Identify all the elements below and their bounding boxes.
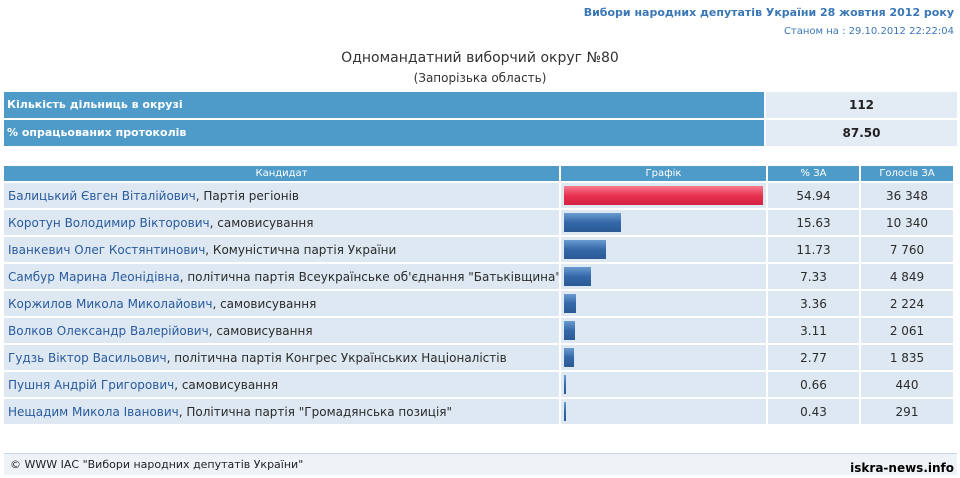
- candidate-name[interactable]: Самбур Марина Леонідівна: [8, 269, 180, 284]
- vote-share-bar: [564, 240, 606, 259]
- watermark: iskra-news.info: [850, 461, 954, 475]
- votes-cell: 1 835: [861, 345, 953, 370]
- candidate-party: , Політична партія "Громадянська позиція…: [178, 404, 453, 419]
- percent-cell: 2.77: [768, 345, 859, 370]
- votes-cell: 10 340: [861, 210, 953, 235]
- votes-cell: 440: [861, 372, 953, 397]
- stat-value: 87.50: [766, 120, 957, 146]
- candidate-name[interactable]: Іванкевич Олег Костянтинович: [8, 242, 206, 257]
- vote-share-bar: [564, 321, 575, 340]
- chart-cell: [561, 291, 766, 316]
- chart-cell: [561, 210, 766, 235]
- column-header-candidate: Кандидат: [4, 166, 559, 181]
- candidate-party: , політична партія Конгрес Українських Н…: [166, 350, 507, 365]
- candidate-cell: Нещадим Микола Іванович, Політична парті…: [4, 399, 559, 424]
- election-header-title: Вибори народних депутатів України 28 жов…: [583, 6, 954, 19]
- candidate-party: , Партія регіонів: [195, 188, 299, 203]
- footer: © WWW ІАС "Вибори народних депутатів Укр…: [4, 453, 957, 475]
- stat-row-protocols: % опрацьованих протоколів 87.50: [4, 120, 957, 146]
- candidate-party: , самовисування: [208, 323, 313, 338]
- table-row: Гудзь Віктор Васильович, політична парті…: [4, 345, 953, 370]
- candidate-party: , Комуністична партія України: [205, 242, 397, 257]
- votes-cell: 36 348: [861, 183, 953, 208]
- candidate-cell: Коржилов Микола Миколайович, самовисуван…: [4, 291, 559, 316]
- candidate-cell: Пушня Андрій Григорович, самовисування: [4, 372, 559, 397]
- candidate-party: , самовисування: [209, 215, 314, 230]
- candidate-party: , політична партія Всеукраїнське об'єдна…: [179, 269, 559, 284]
- column-header-percent: % ЗА: [768, 166, 859, 181]
- candidate-cell: Коротун Володимир Вікторович, самовисува…: [4, 210, 559, 235]
- percent-cell: 3.11: [768, 318, 859, 343]
- candidate-name[interactable]: Балицький Євген Віталійович: [8, 188, 196, 203]
- vote-share-bar: [564, 348, 574, 367]
- candidate-party: , самовисування: [174, 377, 279, 392]
- candidate-cell: Гудзь Віктор Васильович, політична парті…: [4, 345, 559, 370]
- stat-value: 112: [766, 92, 957, 118]
- status-date: Станом на : 29.10.2012 22:22:04: [783, 26, 954, 37]
- chart-cell: [561, 183, 766, 208]
- candidate-cell: Балицький Євген Віталійович, Партія регі…: [4, 183, 559, 208]
- table-row: Коржилов Микола Миколайович, самовисуван…: [4, 291, 953, 316]
- votes-cell: 291: [861, 399, 953, 424]
- stat-row-stations: Кількість дільниць в окрузі 112: [4, 92, 957, 118]
- results-header-row: Кандидат Графік % ЗА Голосів ЗА: [4, 166, 953, 181]
- chart-cell: [561, 345, 766, 370]
- percent-cell: 7.33: [768, 264, 859, 289]
- candidate-name[interactable]: Коржилов Микола Миколайович: [8, 296, 213, 311]
- table-row: Нещадим Микола Іванович, Політична парті…: [4, 399, 953, 424]
- table-row: Пушня Андрій Григорович, самовисування 0.…: [4, 372, 953, 397]
- candidate-name[interactable]: Пушня Андрій Григорович: [8, 377, 175, 392]
- column-header-chart: Графік: [561, 166, 766, 181]
- stat-label: Кількість дільниць в окрузі: [4, 92, 764, 118]
- votes-cell: 2 061: [861, 318, 953, 343]
- results-table: Кандидат Графік % ЗА Голосів ЗА Балицьки…: [2, 164, 955, 426]
- percent-cell: 0.43: [768, 399, 859, 424]
- candidate-name[interactable]: Гудзь Віктор Васильович: [8, 350, 167, 365]
- candidate-name[interactable]: Волков Олександр Валерійович: [8, 323, 209, 338]
- chart-cell: [561, 372, 766, 397]
- percent-cell: 15.63: [768, 210, 859, 235]
- candidate-cell: Самбур Марина Леонідівна, політична парт…: [4, 264, 559, 289]
- vote-share-bar: [564, 402, 566, 421]
- candidate-name[interactable]: Коротун Володимир Вікторович: [8, 215, 210, 230]
- votes-cell: 7 760: [861, 237, 953, 262]
- candidate-name[interactable]: Нещадим Микола Іванович: [8, 404, 179, 419]
- district-title: Одномандатний виборчий округ №80: [341, 50, 619, 66]
- votes-cell: 2 224: [861, 291, 953, 316]
- percent-cell: 0.66: [768, 372, 859, 397]
- table-row: Коротун Володимир Вікторович, самовисува…: [4, 210, 953, 235]
- stat-label: % опрацьованих протоколів: [4, 120, 764, 146]
- candidate-cell: Волков Олександр Валерійович, самовисува…: [4, 318, 559, 343]
- table-row: Волков Олександр Валерійович, самовисува…: [4, 318, 953, 343]
- vote-share-bar: [564, 186, 763, 205]
- percent-cell: 11.73: [768, 237, 859, 262]
- chart-cell: [561, 318, 766, 343]
- table-row: Іванкевич Олег Костянтинович, Комуністич…: [4, 237, 953, 262]
- chart-cell: [561, 237, 766, 262]
- candidate-cell: Іванкевич Олег Костянтинович, Комуністич…: [4, 237, 559, 262]
- table-row: Балицький Євген Віталійович, Партія регі…: [4, 183, 953, 208]
- column-header-votes: Голосів ЗА: [861, 166, 953, 181]
- votes-cell: 4 849: [861, 264, 953, 289]
- table-row: Самбур Марина Леонідівна, політична парт…: [4, 264, 953, 289]
- candidate-party: , самовисування: [212, 296, 317, 311]
- percent-cell: 3.36: [768, 291, 859, 316]
- vote-share-bar: [564, 294, 576, 313]
- chart-cell: [561, 399, 766, 424]
- percent-cell: 54.94: [768, 183, 859, 208]
- district-stats: Кількість дільниць в окрузі 112 % опраць…: [4, 92, 957, 148]
- vote-share-bar: [564, 375, 566, 394]
- vote-share-bar: [564, 213, 621, 232]
- chart-cell: [561, 264, 766, 289]
- vote-share-bar: [564, 267, 591, 286]
- district-region: (Запорізька область): [413, 71, 547, 85]
